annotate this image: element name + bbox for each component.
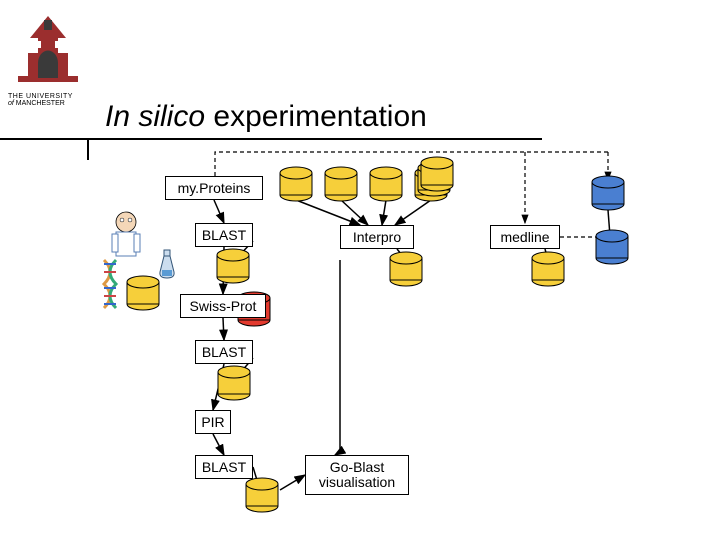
node-myproteins: my.Proteins: [165, 176, 263, 200]
node-blast-3: BLAST: [195, 455, 253, 479]
node-pir: PIR: [195, 410, 231, 434]
node-goblast: Go-Blast visualisation: [305, 455, 409, 495]
node-blast-1: BLAST: [195, 223, 253, 247]
node-blast-2: BLAST: [195, 340, 253, 364]
node-interpro: Interpro: [340, 225, 414, 249]
node-medline: medline: [490, 225, 560, 249]
node-swissprot: Swiss-Prot: [180, 294, 266, 318]
